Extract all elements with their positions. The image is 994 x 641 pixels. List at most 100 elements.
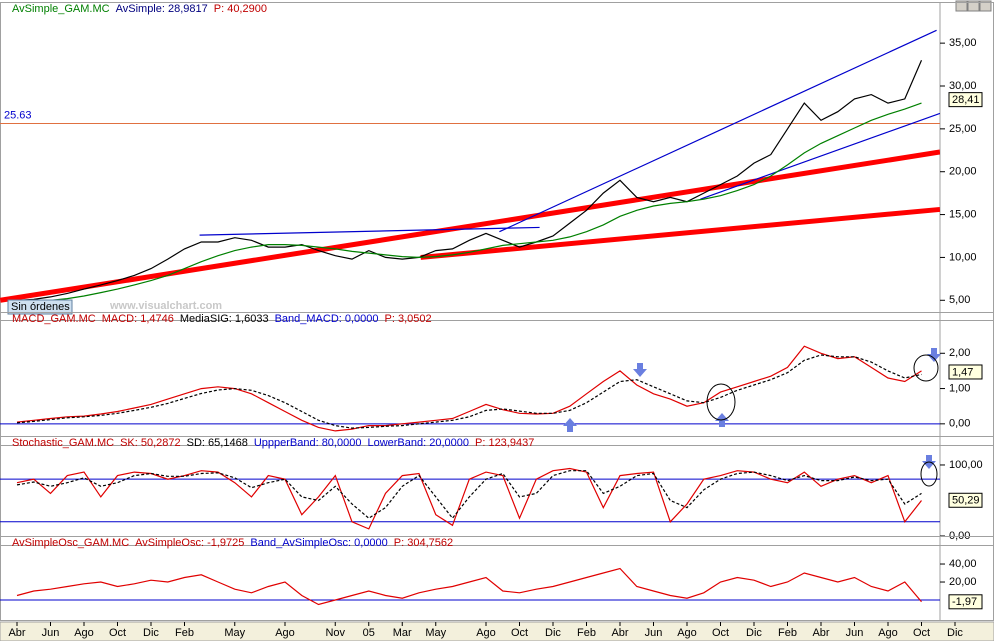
series-line [16,354,922,429]
minimize-button[interactable] [955,0,968,12]
series-line [16,102,922,303]
y-tick-label: 10,00 [949,251,977,263]
y-tick-label: 30,00 [949,80,977,92]
maximize-button[interactable] [967,0,980,12]
series-line [16,567,922,606]
highlight-circle [706,383,736,421]
annotations [563,348,941,487]
watermark: www.visualchart.com [109,300,222,312]
trend-line [420,206,940,260]
current-value-box [948,594,983,610]
plot-area [0,345,940,432]
x-tick-label: Oct [511,627,528,639]
highlight-circle [920,461,938,487]
panel-header: SD: 65,1468 [187,437,248,449]
x-tick-label: Feb [175,627,194,639]
status-box [7,299,73,315]
panel-header: SK: 50,2872 [120,437,181,449]
y-tick-label: 35,00 [949,37,977,49]
y-tick-label: 20,00 [949,166,977,178]
y-tick-label: 100,00 [949,459,983,471]
panel-header: AvSimple: 28,9817 [116,3,208,15]
trend-line [0,149,940,303]
x-tick-label: Dic [746,627,762,639]
panel-header: P: 123,9437 [475,437,534,449]
x-tick-label: 05 [363,627,375,639]
x-tick-label: Oct [712,627,729,639]
x-tick-label: May [224,627,245,639]
y-tick-label: 0,00 [949,418,970,430]
trend-line [700,112,940,200]
trend-line [199,226,540,236]
series-line [16,470,922,520]
plot-area [0,467,940,530]
status-label: Sin órdenes [11,301,70,313]
x-tick-label: Oct [913,627,930,639]
arrow-down [927,348,941,362]
series-line [16,60,923,301]
x-tick-label: Ago [878,627,898,639]
x-tick-label: Jun [846,627,864,639]
y-tick-label: 40,00 [949,558,977,570]
y-tick-label: 0,00 [949,530,970,542]
x-tick-label: Abr [8,627,25,639]
x-tick-label: Feb [577,627,596,639]
x-tick-label: Ago [74,627,94,639]
series-line [16,467,922,530]
current-value-label: 1,47 [952,366,973,378]
x-tick-label: Oct [109,627,126,639]
panel-header: P: 40,2900 [214,3,267,15]
x-tick-label: Mar [393,627,412,639]
y-tick-label: 20,00 [949,576,977,588]
panel-header: P: 304,7562 [394,537,453,549]
current-value-label: -1,97 [952,596,977,608]
x-tick-label: Abr [812,627,829,639]
panel-header: Band_MACD: 0,0000 [275,313,379,325]
plot-area [0,567,940,606]
arrow-down [633,363,647,377]
panel-header: AvSimple_GAM.MC [12,3,110,15]
panel-header: AvSimpleOsc_GAM.MC [12,537,129,549]
trend-line [499,29,937,233]
current-value-box [948,92,983,108]
panel-header: LowerBand: 20,0000 [367,437,469,449]
panel-header: P: 3,0502 [385,313,432,325]
window-buttons [955,0,992,12]
plot-area [0,29,940,303]
x-tick-label: Dic [143,627,159,639]
hline-label: 25.63 [4,109,32,121]
panel-header: UppperBand: 80,0000 [254,437,362,449]
panel-header: MACD_GAM.MC [12,313,96,325]
y-tick-label: 5,00 [949,294,970,306]
x-tick-label: Ago [476,627,496,639]
panel-header: MediaSIG: 1,6033 [180,313,269,325]
x-tick-label: Ago [677,627,697,639]
panel-header: Band_AvSimpleOsc: 0,0000 [250,537,387,549]
current-value-box [948,364,983,380]
x-tick-label: May [425,627,446,639]
current-value-label: 28,41 [952,94,980,106]
x-tick-label: Dic [545,627,561,639]
x-tick-label: Abr [611,627,628,639]
panel-header: MACD: 1,4746 [102,313,174,325]
y-tick-label: 15,00 [949,208,977,220]
x-tick-label: Feb [778,627,797,639]
y-tick-label: 2,00 [949,347,970,359]
close-button[interactable] [979,0,992,12]
x-tick-label: Nov [325,627,345,639]
current-value-box [948,492,983,508]
series-line [16,345,922,432]
panel-header: Stochastic_GAM.MC [12,437,114,449]
panel-header: AvSimpleOsc: -1,9725 [135,537,244,549]
y-tick-label: 25,00 [949,123,977,135]
x-tick-label: Jun [42,627,60,639]
current-value-label: 50,29 [952,495,980,507]
y-tick-label: 1,00 [949,382,970,394]
x-tick-label: Jun [645,627,663,639]
x-axis-strip [0,621,994,641]
highlight-circle [913,354,939,382]
x-tick-label: Ago [275,627,295,639]
arrow-up [563,418,577,432]
